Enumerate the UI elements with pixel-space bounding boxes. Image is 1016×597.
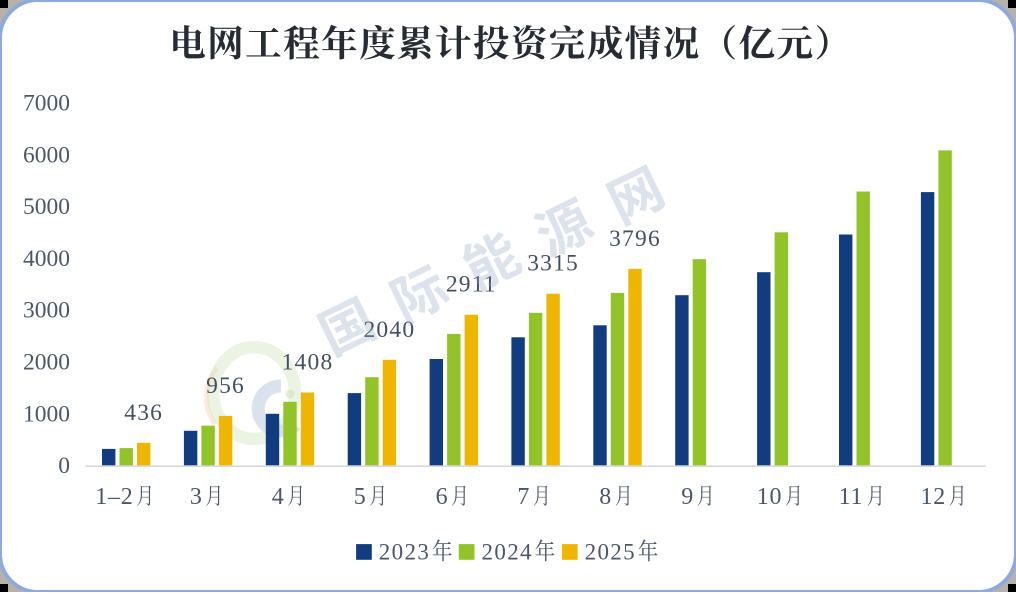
svg-text:1–2: 1–2 bbox=[95, 484, 133, 510]
svg-text:7: 7 bbox=[517, 484, 530, 510]
svg-text:2000: 2000 bbox=[23, 350, 70, 376]
svg-text:3796: 3796 bbox=[609, 226, 661, 252]
svg-text:3000: 3000 bbox=[23, 298, 70, 324]
svg-text:7000: 7000 bbox=[23, 91, 70, 117]
svg-text:12: 12 bbox=[921, 484, 947, 510]
svg-text:2025: 2025 bbox=[585, 540, 636, 565]
svg-text:1408: 1408 bbox=[282, 350, 334, 376]
svg-text:2040: 2040 bbox=[363, 317, 415, 343]
svg-text:8: 8 bbox=[599, 484, 612, 510]
svg-text:11: 11 bbox=[839, 484, 864, 510]
svg-text:1000: 1000 bbox=[23, 401, 70, 427]
svg-text:2024: 2024 bbox=[482, 540, 533, 565]
svg-text:2023: 2023 bbox=[379, 540, 430, 565]
svg-text:4: 4 bbox=[272, 484, 285, 510]
svg-text:0: 0 bbox=[58, 453, 70, 479]
svg-text:956: 956 bbox=[206, 373, 245, 399]
svg-text:6: 6 bbox=[436, 484, 449, 510]
svg-text:3315: 3315 bbox=[527, 251, 579, 277]
svg-text:10: 10 bbox=[757, 484, 783, 510]
svg-text:2911: 2911 bbox=[446, 272, 497, 298]
svg-text:9: 9 bbox=[681, 484, 694, 510]
svg-text:5: 5 bbox=[354, 484, 367, 510]
svg-text:5000: 5000 bbox=[23, 194, 70, 220]
svg-text:436: 436 bbox=[124, 400, 163, 426]
svg-text:6000: 6000 bbox=[23, 142, 70, 168]
svg-text:4000: 4000 bbox=[23, 246, 70, 272]
svg-text:3: 3 bbox=[190, 484, 203, 510]
